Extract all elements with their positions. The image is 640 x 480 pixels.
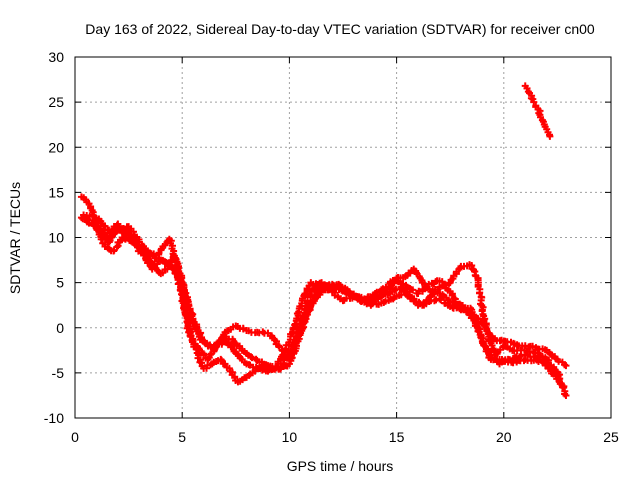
x-tick-label: 0 [71,429,79,445]
y-tick-label: 25 [48,94,64,110]
x-tick-label: 20 [496,429,512,445]
y-tick-label: 10 [48,230,64,246]
y-tick-label: 0 [56,320,64,336]
x-axis-label: GPS time / hours [287,458,394,474]
y-tick-label: -5 [52,365,65,381]
chart: Day 163 of 2022, Sidereal Day-to-day VTE… [0,0,640,480]
y-axis-label: SDTVAR / TECUs [7,182,23,294]
x-tick-label: 15 [389,429,405,445]
y-tick-label: 15 [48,184,64,200]
x-tick-label: 25 [603,429,619,445]
chart-title: Day 163 of 2022, Sidereal Day-to-day VTE… [85,21,595,37]
chart-background [0,0,640,480]
y-tick-label: -10 [44,410,64,426]
y-tick-label: 5 [56,275,64,291]
y-tick-label: 30 [48,49,64,65]
x-tick-label: 10 [282,429,298,445]
x-tick-label: 5 [178,429,186,445]
y-tick-label: 20 [48,139,64,155]
